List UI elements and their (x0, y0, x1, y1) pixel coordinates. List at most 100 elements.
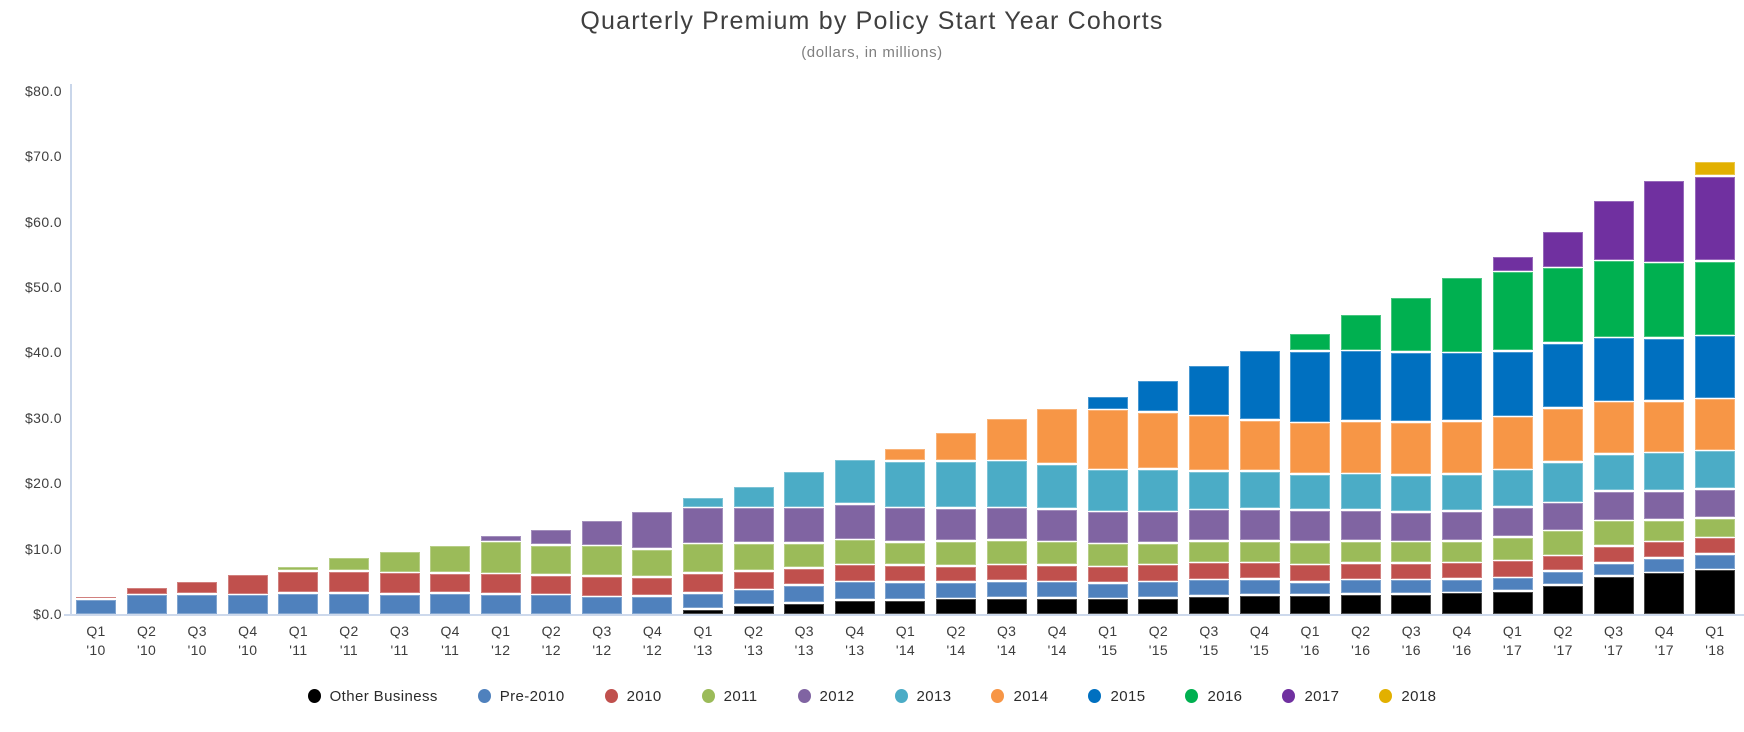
bar-segment[interactable] (834, 600, 875, 614)
bar-segment[interactable] (784, 508, 825, 543)
bar-segment[interactable] (1037, 582, 1078, 597)
bar-segment[interactable] (834, 582, 875, 599)
bar-segment[interactable] (1037, 598, 1078, 614)
bar-segment[interactable] (480, 594, 521, 614)
bar-segment[interactable] (1441, 541, 1482, 562)
bar-segment[interactable] (733, 571, 774, 589)
bar-segment[interactable] (683, 497, 724, 507)
bar-segment[interactable] (1694, 161, 1735, 176)
bar-segment[interactable] (885, 461, 926, 507)
bar-segment[interactable] (76, 599, 116, 614)
bar-segment[interactable] (1694, 554, 1735, 569)
bar-segment[interactable] (1492, 507, 1533, 537)
bar-segment[interactable] (784, 603, 825, 614)
bar-segment[interactable] (1543, 585, 1584, 614)
bar-segment[interactable] (1290, 333, 1331, 351)
bar-segment[interactable] (1492, 417, 1533, 469)
bar-segment[interactable] (1037, 408, 1078, 463)
bar-segment[interactable] (1694, 261, 1735, 335)
bar-segment[interactable] (1694, 399, 1735, 450)
bar-segment[interactable] (1188, 563, 1229, 579)
bar-segment[interactable] (885, 448, 926, 461)
bar-segment[interactable] (1087, 567, 1128, 582)
bar-segment[interactable] (834, 565, 875, 581)
bar-segment[interactable] (1644, 453, 1685, 491)
bar-segment[interactable] (683, 573, 724, 593)
bar-segment[interactable] (1391, 512, 1432, 541)
bar-segment[interactable] (936, 433, 977, 461)
bar-segment[interactable] (1644, 401, 1685, 452)
bar-segment[interactable] (1290, 423, 1331, 474)
bar-segment[interactable] (1492, 352, 1533, 416)
bar-segment[interactable] (581, 521, 622, 545)
bar-segment[interactable] (1391, 352, 1432, 422)
bar-segment[interactable] (1593, 563, 1634, 576)
bar-segment[interactable] (1290, 352, 1331, 422)
bar-segment[interactable] (834, 540, 875, 564)
bar-segment[interactable] (936, 582, 977, 598)
bar-segment[interactable] (733, 605, 774, 614)
bar-segment[interactable] (936, 509, 977, 541)
legend-item[interactable]: Other Business (307, 688, 438, 705)
bar-segment[interactable] (936, 461, 977, 508)
bar-segment[interactable] (1340, 580, 1381, 594)
bar-segment[interactable] (885, 582, 926, 599)
bar-segment[interactable] (683, 594, 724, 609)
bar-segment[interactable] (1543, 408, 1584, 461)
bar-segment[interactable] (1290, 595, 1331, 614)
bar-segment[interactable] (1543, 503, 1584, 530)
bar-segment[interactable] (531, 595, 572, 614)
bar-segment[interactable] (986, 419, 1027, 460)
bar-segment[interactable] (885, 543, 926, 565)
bar-segment[interactable] (1239, 420, 1280, 471)
bar-segment[interactable] (1037, 464, 1078, 509)
bar-segment[interactable] (1492, 256, 1533, 271)
bar-segment[interactable] (1340, 510, 1381, 541)
bar-segment[interactable] (1188, 416, 1229, 471)
bar-segment[interactable] (1087, 410, 1128, 469)
bar-segment[interactable] (227, 595, 268, 614)
bar-segment[interactable] (581, 546, 622, 576)
bar-segment[interactable] (1492, 537, 1533, 560)
bar-segment[interactable] (936, 566, 977, 582)
bar-segment[interactable] (1188, 366, 1229, 415)
bar-segment[interactable] (1644, 263, 1685, 338)
bar-segment[interactable] (1138, 381, 1179, 412)
bar-segment[interactable] (733, 543, 774, 571)
bar-segment[interactable] (1037, 509, 1078, 541)
bar-segment[interactable] (1492, 470, 1533, 507)
bar-segment[interactable] (379, 573, 420, 594)
bar-segment[interactable] (1188, 471, 1229, 509)
legend-item[interactable]: 2017 (1282, 688, 1339, 705)
bar-segment[interactable] (531, 545, 572, 575)
bar-segment[interactable] (1441, 563, 1482, 579)
bar-segment[interactable] (1694, 490, 1735, 518)
bar-segment[interactable] (76, 597, 116, 599)
bar-segment[interactable] (1391, 594, 1432, 614)
bar-segment[interactable] (1391, 563, 1432, 579)
bar-segment[interactable] (885, 508, 926, 542)
bar-segment[interactable] (1239, 351, 1280, 420)
bar-segment[interactable] (1391, 422, 1432, 475)
bar-segment[interactable] (885, 565, 926, 582)
bar-segment[interactable] (1391, 475, 1432, 512)
bar-segment[interactable] (1239, 471, 1280, 509)
bar-segment[interactable] (1644, 558, 1685, 572)
bar-segment[interactable] (1441, 422, 1482, 474)
bar-segment[interactable] (1340, 351, 1381, 421)
bar-segment[interactable] (126, 588, 167, 594)
bar-segment[interactable] (1087, 599, 1128, 614)
bar-segment[interactable] (1290, 510, 1331, 542)
bar-segment[interactable] (784, 585, 825, 603)
bar-segment[interactable] (632, 549, 673, 577)
bar-segment[interactable] (1239, 509, 1280, 541)
bar-segment[interactable] (986, 581, 1027, 597)
bar-segment[interactable] (126, 595, 167, 614)
bar-segment[interactable] (834, 505, 875, 539)
bar-segment[interactable] (733, 590, 774, 605)
bar-segment[interactable] (1188, 510, 1229, 541)
bar-segment[interactable] (733, 508, 774, 543)
bar-segment[interactable] (1441, 475, 1482, 511)
legend-item[interactable]: 2012 (797, 688, 855, 705)
bar-segment[interactable] (1037, 565, 1078, 581)
